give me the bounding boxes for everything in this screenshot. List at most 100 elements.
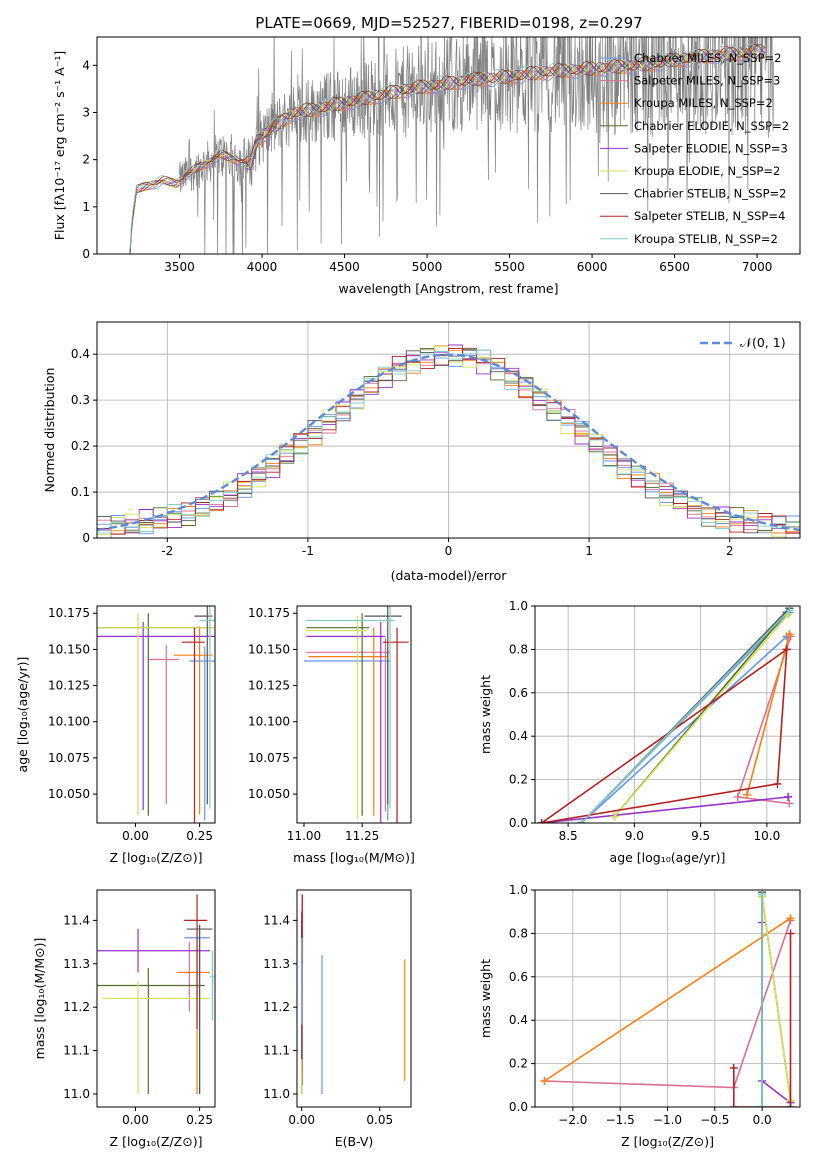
spectrum-ytick-label: 3 xyxy=(82,105,90,119)
weight-point-marker xyxy=(577,819,586,823)
weight-series-line xyxy=(541,796,789,823)
age_vs_Z-ytick-label: 10.125 xyxy=(48,679,90,693)
residuals-ytick-label: 0 xyxy=(82,531,90,545)
weight_vs_Z-ytick-label: 1.0 xyxy=(509,883,528,897)
mass_vs_Z-ylabel: mass [log₁₀(M/M⊙)] xyxy=(32,938,47,1060)
age_vs_Z-ytick-label: 10.175 xyxy=(48,606,90,620)
residuals-ytick-label: 0.2 xyxy=(71,439,90,453)
age_vs_mass-xtick-label: 11.00 xyxy=(287,829,321,843)
weight-point-marker xyxy=(785,606,794,615)
age_vs_mass-plot-area xyxy=(303,606,409,823)
mass_vs_Z-ytick-label: 11.4 xyxy=(63,913,90,927)
model-spectrum-line xyxy=(129,44,766,254)
mass_vs_Z-ytick-label: 11.3 xyxy=(63,957,90,971)
weight-point-marker xyxy=(786,1103,795,1107)
age_vs_mass-xtick-label: 11.25 xyxy=(345,829,379,843)
weight-point-marker xyxy=(610,812,619,821)
mass_vs_ebv-ytick-label: 11.1 xyxy=(263,1044,290,1058)
spectrum-ylabel: Flux [fλ10⁻¹⁷ erg cm⁻² s⁻¹ A⁻¹] xyxy=(52,51,67,240)
weight-point-marker xyxy=(537,819,546,823)
mass_vs_ebv-frame xyxy=(296,889,412,1108)
residuals-xlabel: (data-model)/error xyxy=(391,568,508,583)
mass_vs_ebv-ytick-label: 11.3 xyxy=(263,957,290,971)
age_vs_Z-ylabel: age [log₁₀(age/yr)] xyxy=(15,657,30,773)
spectrum-xtick-label: 4500 xyxy=(329,260,360,274)
legend-label: Kroupa STELIB, N_SSP=2 xyxy=(634,232,778,246)
weight_vs_Z-xtick-label: −1.0 xyxy=(653,1113,682,1127)
weight-point-marker xyxy=(729,1103,738,1107)
weight-series-line xyxy=(580,609,790,823)
age_vs_Z-xlabel: Z [log₁₀(Z/Z⊙)] xyxy=(110,850,203,865)
mass_vs_ebv-ytick-label: 11.4 xyxy=(263,913,290,927)
weight_vs_age-ylabel: mass weight xyxy=(478,675,493,754)
mass_vs_Z-ytick-label: 11.1 xyxy=(63,1044,90,1058)
weight-point-marker xyxy=(540,1076,549,1085)
mass_vs_Z-xtick-label: 0.00 xyxy=(122,1113,149,1127)
weight_vs_age-xlabel: age [log₁₀(age/yr)] xyxy=(610,850,726,865)
mass_vs_Z-ytick-label: 11.0 xyxy=(63,1087,90,1101)
weight_vs_age-frame xyxy=(534,605,801,824)
gaussian-curve xyxy=(97,353,800,532)
residuals-xtick-label: -2 xyxy=(161,544,173,558)
spectrum-axes xyxy=(93,64,758,258)
weight-point-marker xyxy=(743,790,751,799)
weight_vs_Z-frame xyxy=(534,889,801,1108)
age_vs_Z-plot-area xyxy=(97,606,215,823)
weight_vs_Z-ytick-label: 0.2 xyxy=(509,1057,528,1071)
spectrum-xtick-label: 5000 xyxy=(412,260,443,274)
weight-series-line xyxy=(733,933,792,1107)
weight_vs_age-ytick-label: 0.8 xyxy=(509,642,528,656)
weight_vs_age-xtick-label: 9.5 xyxy=(691,829,710,843)
mass_vs_ebv-plot-area xyxy=(301,894,406,1094)
weight_vs_Z-ytick-label: 0.6 xyxy=(509,970,528,984)
age_vs_mass-ytick-label: 10.175 xyxy=(248,606,290,620)
spectrum-xtick-label: 7000 xyxy=(742,260,773,274)
mass_vs_ebv-xtick-label: 0.05 xyxy=(366,1113,393,1127)
mass_vs_ebv-ytick-label: 11.2 xyxy=(263,1000,290,1014)
model-spectrum-line xyxy=(129,43,766,250)
residuals-ytick-label: 0.3 xyxy=(71,393,90,407)
mass_vs_Z-xtick-label: 0.25 xyxy=(186,1113,213,1127)
mass_vs_Z-frame xyxy=(96,889,216,1108)
age_vs_Z-xtick-label: 0.25 xyxy=(186,829,213,843)
weight_vs_Z-xlabel: Z [log₁₀(Z/Z⊙)] xyxy=(621,1134,714,1149)
model-spectrum-line xyxy=(129,44,766,254)
observed-spectrum-line xyxy=(179,37,774,254)
weight-point-marker xyxy=(758,1103,767,1107)
legend-label: Kroupa ELODIE, N_SSP=2 xyxy=(634,164,780,178)
age_vs_Z-ytick-label: 10.075 xyxy=(48,751,90,765)
age_vs_Z-axes xyxy=(93,612,201,827)
weight-series-line xyxy=(580,607,790,823)
weight-series-line xyxy=(761,896,792,1101)
weight_vs_age-xtick-label: 10.0 xyxy=(754,829,781,843)
mass_vs_ebv-xtick-label: 0.00 xyxy=(288,1113,315,1127)
model-spectrum-line xyxy=(129,48,766,254)
weight-point-marker xyxy=(786,914,795,923)
weight-point-marker xyxy=(733,792,742,801)
spectrum-xtick-label: 6500 xyxy=(659,260,690,274)
age_vs_mass-ytick-label: 10.100 xyxy=(248,715,290,729)
mass_vs_ebv-axes xyxy=(293,919,381,1111)
residuals-ytick-label: 0.1 xyxy=(71,485,90,499)
age_vs_mass-ytick-label: 10.125 xyxy=(248,679,290,693)
mass_vs_ebv-ytick-label: 11.0 xyxy=(263,1087,290,1101)
gaussian-legend-label: 𝒩(0, 1) xyxy=(740,335,786,350)
weight-point-marker xyxy=(786,929,795,938)
weight-point-marker xyxy=(785,799,794,808)
model-spectrum-line xyxy=(129,44,766,253)
mass_vs_Z-plot-area xyxy=(97,894,215,1094)
spectrum-xtick-label: 4000 xyxy=(247,260,278,274)
spectrum-xtick-label: 6000 xyxy=(577,260,608,274)
age_vs_Z-ytick-label: 10.050 xyxy=(48,787,90,801)
weight-point-marker xyxy=(758,890,767,899)
spectrum-ytick-label: 4 xyxy=(82,58,90,72)
legend-label: Salpeter ELODIE, N_SSP=3 xyxy=(634,141,788,155)
weight_vs_Z-ylabel: mass weight xyxy=(478,959,493,1038)
weight_vs_Z-ytick-label: 0.4 xyxy=(509,1013,528,1027)
legend-label: Chabrier STELIB, N_SSP=2 xyxy=(634,187,786,201)
mass_vs_Z-ytick-label: 11.2 xyxy=(63,1000,90,1014)
age_vs_Z-xtick-label: 0.00 xyxy=(122,829,149,843)
age_vs_mass-xlabel: mass [log₁₀(M/M⊙)] xyxy=(293,850,415,865)
